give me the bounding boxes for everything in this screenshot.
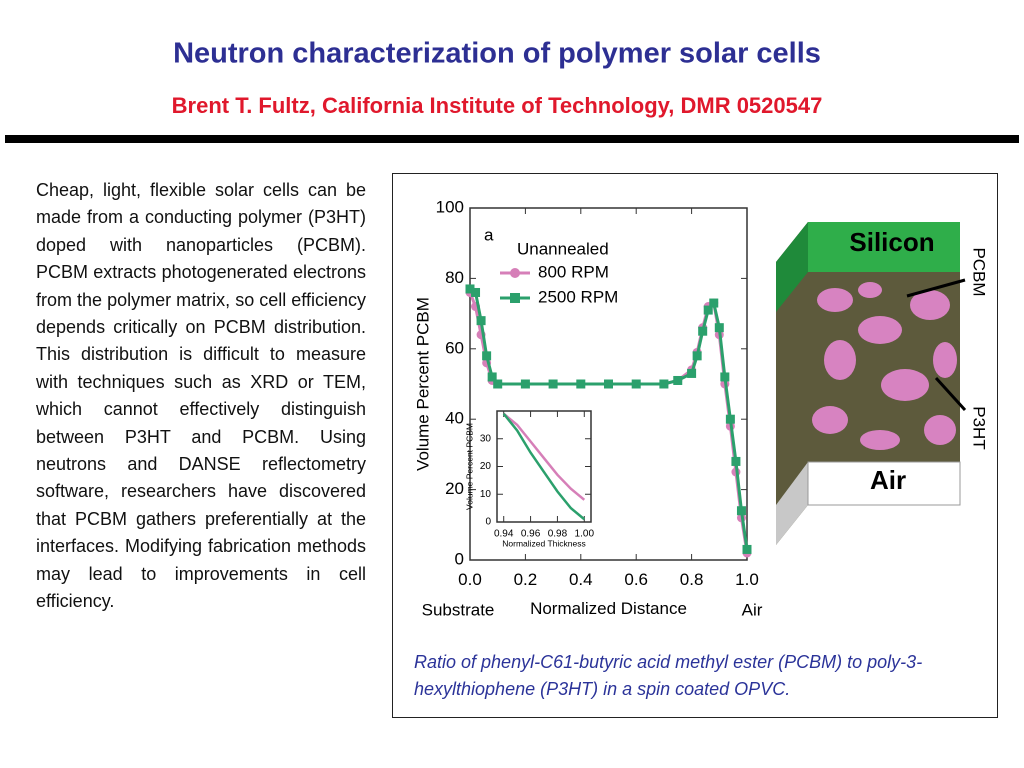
x-tick-label: 0.4 bbox=[569, 570, 593, 589]
axis-end-label: Air bbox=[742, 600, 763, 619]
x-axis-label: Normalized Distance bbox=[530, 599, 687, 618]
marker bbox=[465, 284, 475, 294]
caption: Ratio of phenyl-C61-butyric acid methyl … bbox=[414, 652, 923, 699]
axis-end-label: Substrate bbox=[422, 600, 495, 619]
air-layer bbox=[807, 461, 961, 506]
diagram-label: PCBM bbox=[970, 247, 989, 296]
arrow bbox=[906, 278, 966, 298]
y-axis-label: Volume Percent PCBM bbox=[414, 297, 433, 471]
y-tick-label: 100 bbox=[436, 197, 464, 216]
side-face bbox=[776, 222, 808, 545]
marker bbox=[476, 316, 486, 326]
arrow bbox=[934, 376, 967, 412]
marker bbox=[604, 379, 613, 389]
title: Neutron characterization of polymer sola… bbox=[173, 38, 821, 70]
panel-label: a bbox=[484, 225, 494, 244]
marker bbox=[731, 456, 741, 466]
body-text: Cheap, light, flexible solar cells can b… bbox=[36, 180, 366, 612]
y-tick-label: 80 bbox=[445, 268, 464, 287]
marker bbox=[520, 379, 530, 389]
marker bbox=[471, 287, 481, 297]
y-tick-label: 20 bbox=[445, 479, 464, 498]
x-tick-label: 0.98 bbox=[548, 529, 568, 540]
layer-diagram: Silicon Air PCBM P3HT bbox=[776, 222, 989, 545]
x-tick-label: 0.94 bbox=[494, 529, 514, 540]
x-tick-label: 0.6 bbox=[624, 570, 648, 589]
marker bbox=[714, 323, 724, 333]
marker bbox=[576, 379, 586, 389]
side-silicon bbox=[776, 222, 808, 312]
silicon-layer bbox=[808, 222, 960, 272]
marker bbox=[487, 372, 497, 382]
x-tick-label: 1.0 bbox=[735, 570, 759, 589]
marker bbox=[482, 351, 492, 361]
y-tick-label: 0 bbox=[455, 549, 464, 568]
y-tick-label: 0 bbox=[485, 517, 491, 528]
y-tick-label: 40 bbox=[445, 409, 464, 428]
marker bbox=[736, 506, 746, 516]
marker bbox=[698, 326, 708, 336]
x-tick-label: 0.0 bbox=[458, 570, 482, 589]
marker bbox=[692, 351, 702, 361]
marker bbox=[493, 379, 503, 389]
marker bbox=[659, 379, 669, 389]
y-axis-label: Volume Percent PCBM bbox=[464, 423, 474, 510]
marker bbox=[725, 414, 735, 424]
x-tick-label: 0.96 bbox=[521, 529, 541, 540]
diagram-label: P3HT bbox=[970, 406, 989, 449]
side-air bbox=[776, 462, 808, 545]
marker bbox=[673, 375, 683, 385]
subtitle: Brent T. Fultz, California Institute of … bbox=[172, 93, 823, 118]
diagram-label: Silicon bbox=[849, 227, 934, 257]
x-tick-label: 0.8 bbox=[680, 570, 704, 589]
figure-frame bbox=[392, 173, 998, 718]
divider bbox=[5, 135, 1019, 143]
legend-label: 2500 RPM bbox=[538, 287, 618, 306]
marker bbox=[548, 379, 558, 389]
marker bbox=[720, 372, 730, 382]
marker bbox=[703, 305, 713, 315]
marker bbox=[709, 298, 719, 308]
y-tick-label: 60 bbox=[445, 338, 464, 357]
legend-title: Unannealed bbox=[517, 239, 609, 258]
legend-label: 800 RPM bbox=[538, 262, 609, 281]
y-tick-label: 20 bbox=[480, 461, 492, 472]
marker bbox=[631, 379, 641, 389]
marker bbox=[742, 544, 752, 554]
series-line bbox=[502, 412, 586, 501]
x-tick-label: 1.00 bbox=[575, 529, 595, 540]
y-tick-label: 10 bbox=[480, 489, 492, 500]
x-axis-label: Normalized Thickness bbox=[502, 538, 585, 548]
series-line bbox=[502, 412, 586, 521]
pcbm-domains bbox=[812, 282, 957, 450]
x-tick-label: 0.2 bbox=[514, 570, 538, 589]
y-tick-label: 30 bbox=[480, 433, 492, 444]
marker bbox=[687, 368, 697, 378]
plot-area bbox=[496, 410, 592, 523]
diagram-label: Air bbox=[870, 465, 906, 495]
